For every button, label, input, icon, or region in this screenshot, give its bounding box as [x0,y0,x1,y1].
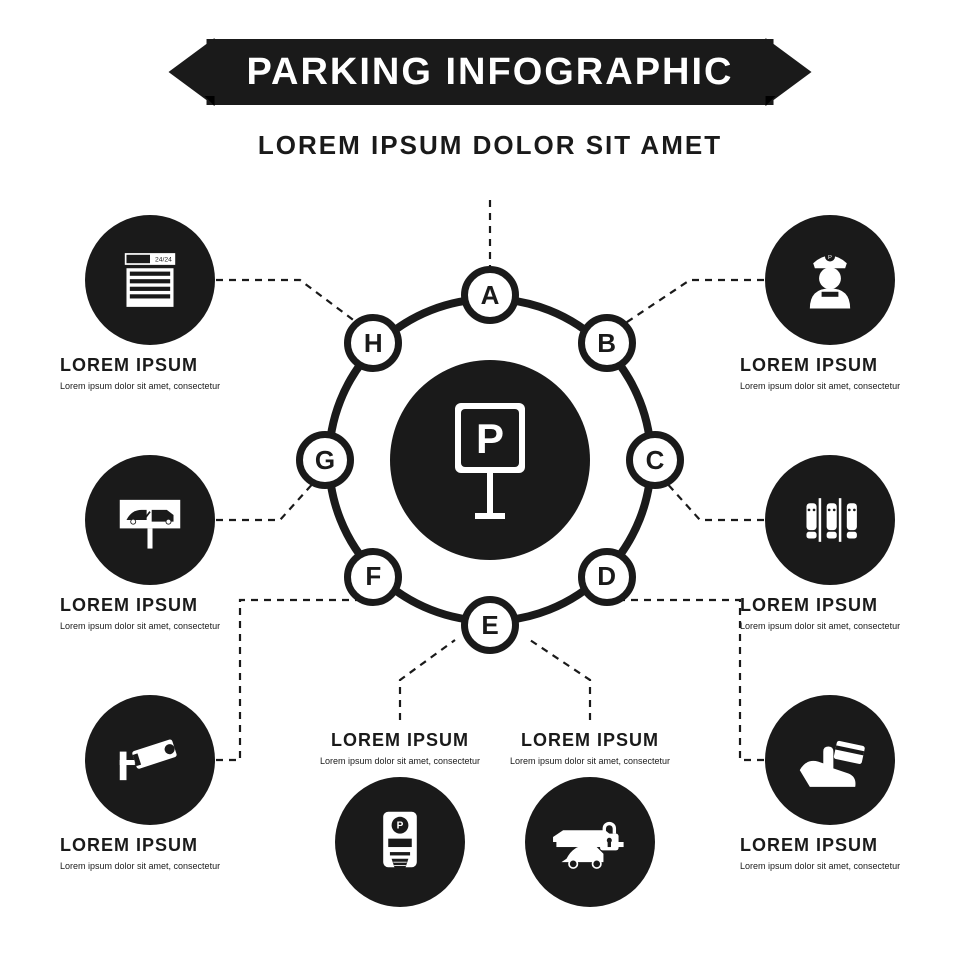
item-heading: LOREM IPSUM [740,355,920,376]
item-desc: Lorem ipsum dolor sit amet, consectetur [60,380,240,392]
hand-card-icon [765,695,895,825]
svg-text:P: P [397,821,404,832]
item-heading: LOREM IPSUM [500,730,680,751]
wheel-node-a: A [461,266,519,324]
tow-sign-icon [85,455,215,585]
item-heading: LOREM IPSUM [60,835,240,856]
pay-station-icon: P [335,777,465,907]
infographic-stage: PARKING INFOGRAPHIC LOREM IPSUM DOLOR SI… [0,0,980,980]
item-desc: Lorem ipsum dolor sit amet, consectetur [60,620,240,632]
item-heading: LOREM IPSUM [60,595,240,616]
item-desc: Lorem ipsum dolor sit amet, consectetur [500,755,680,767]
garage-icon: 24/24 [85,215,215,345]
item-desc: Lorem ipsum dolor sit amet, consectetur [310,755,490,767]
parking-slots-icon [765,455,895,585]
item-heading: LOREM IPSUM [60,355,240,376]
item-desc: Lorem ipsum dolor sit amet, consectetur [740,620,920,632]
svg-text:P: P [828,255,832,261]
item-attendant: P LOREM IPSUM Lorem ipsum dolor sit amet, … [740,215,920,392]
wheel-node-h: H [344,314,402,372]
wheel-node-g: G [296,431,354,489]
central-wheel: P ABCDEFGH [325,295,655,625]
item-heading: LOREM IPSUM [740,835,920,856]
svg-text:24/24: 24/24 [155,257,172,264]
item-camera: LOREM IPSUM Lorem ipsum dolor sit amet, c… [60,695,240,872]
hub-letter: P [476,415,504,462]
title-banner: PARKING INFOGRAPHIC [169,38,812,106]
item-pay: LOREM IPSUM Lorem ipsum dolor sit amet, c… [740,695,920,872]
wheel-hub: P [390,360,590,560]
subtitle-text: LOREM IPSUM DOLOR SIT AMET [258,130,722,161]
wheel-ring: P ABCDEFGH [325,295,655,625]
wheel-node-b: B [578,314,636,372]
attendant-icon: P [765,215,895,345]
item-desc: Lorem ipsum dolor sit amet, consectetur [60,860,240,872]
item-slots: LOREM IPSUM Lorem ipsum dolor sit amet, c… [740,455,920,632]
item-desc: Lorem ipsum dolor sit amet, consectetur [740,380,920,392]
title-text: PARKING INFOGRAPHIC [207,39,774,105]
item-heading: LOREM IPSUM [310,730,490,751]
item-meter: LOREM IPSUM Lorem ipsum dolor sit amet, c… [310,720,490,907]
ribbon-left [169,38,215,106]
wheel-node-d: D [578,548,636,606]
locked-car-icon [525,777,655,907]
wheel-node-f: F [344,548,402,606]
item-heading: LOREM IPSUM [740,595,920,616]
parking-sign-icon: P [435,395,545,525]
item-desc: Lorem ipsum dolor sit amet, consectetur [740,860,920,872]
cctv-icon [85,695,215,825]
item-garage: 24/24 LOREM IPSUM Lorem ipsum dolor sit am… [60,215,240,392]
wheel-node-e: E [461,596,519,654]
item-lock: LOREM IPSUM Lorem ipsum dolor sit amet, c… [500,720,680,907]
wheel-node-c: C [626,431,684,489]
item-tow: LOREM IPSUM Lorem ipsum dolor sit amet, c… [60,455,240,632]
ribbon-right [765,38,811,106]
